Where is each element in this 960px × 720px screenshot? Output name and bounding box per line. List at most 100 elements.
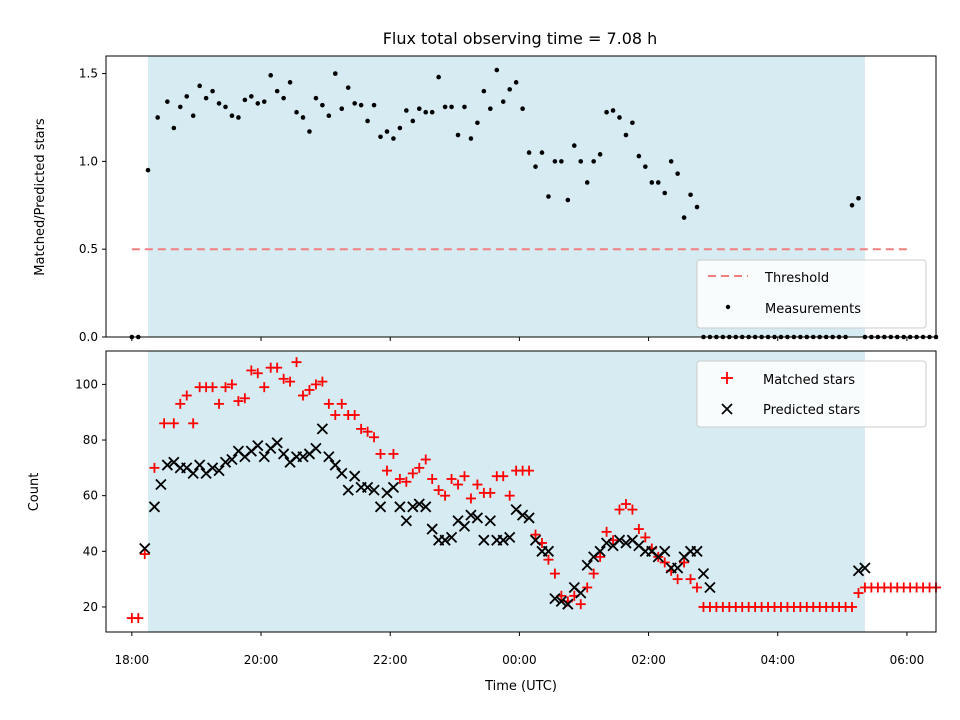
predicted-star-point-b (258, 451, 270, 463)
measurement-point (513, 80, 519, 85)
predicted-star-point (139, 542, 151, 555)
predicted-star-point-b (252, 439, 264, 452)
predicted-star-point-b (568, 581, 580, 594)
predicted-star-point-b (155, 478, 167, 491)
matched-star-point (375, 448, 386, 459)
predicted-star-point-b (232, 445, 245, 457)
predicted-star-point-b (226, 453, 238, 466)
ratio-y-axis-label: Matched/Predicted stars (33, 118, 48, 276)
measurement-point (365, 118, 370, 124)
measurement-point (559, 159, 564, 164)
predicted-star-point-b (529, 534, 542, 546)
predicted-star-point-b (600, 537, 613, 549)
matched-star-point (614, 504, 625, 515)
legend-threshold-label: Threshold (764, 271, 829, 286)
measurement-point (287, 80, 293, 85)
measurement-point (649, 180, 655, 185)
x-tick-label: 04:00 (760, 653, 795, 667)
matched-star-points (126, 357, 941, 624)
measurement-point (339, 106, 345, 111)
matched-star-point (588, 568, 599, 579)
predicted-star-point (549, 592, 561, 605)
measurement-point (184, 94, 190, 99)
predicted-star-point (226, 453, 238, 466)
matched-star-point (233, 396, 244, 407)
measurement-point (591, 159, 596, 164)
predicted-star-point-b (168, 456, 180, 468)
measurement-point (242, 97, 248, 103)
measurement-point (145, 167, 151, 173)
matched-star-point (298, 390, 309, 401)
matched-star-point (175, 398, 186, 409)
predicted-star-point (349, 470, 361, 482)
ratio-panel-frame (105, 55, 937, 338)
predicted-star-point (400, 515, 412, 527)
ratio-legend: Threshold Measurements (696, 259, 927, 329)
predicted-star-point (458, 520, 471, 532)
x-tick-label: 02:00 (631, 653, 666, 667)
matched-star-point (440, 490, 451, 501)
measurement-point (475, 120, 480, 126)
y-tick-label: 20 (83, 600, 98, 614)
measurement-point (533, 164, 538, 169)
predicted-star-point-b (187, 467, 199, 480)
matched-star-point (272, 362, 283, 373)
predicted-star-point-b (852, 565, 865, 577)
matched-star-point (349, 409, 360, 420)
matched-star-point (317, 376, 328, 387)
predicted-star-point-b (659, 545, 671, 557)
measurement-point (274, 88, 280, 94)
matched-star-point (401, 476, 412, 487)
matched-star-point (524, 465, 535, 476)
y-tick-label: 60 (83, 489, 98, 503)
matched-star-point (330, 409, 341, 420)
matched-star-point (433, 485, 444, 496)
predicted-star-point (516, 509, 529, 521)
x-tick-label: 00:00 (502, 653, 537, 667)
measurement-point (655, 180, 661, 185)
predicted-star-point (504, 531, 516, 544)
measurement-point (326, 113, 332, 119)
measurement-point (507, 87, 512, 92)
measurement-point (268, 73, 274, 78)
matched-star-point (420, 454, 431, 465)
predicted-star-point (387, 481, 400, 493)
ratio-legend-box (696, 259, 927, 329)
matched-star-point (181, 390, 192, 401)
matched-star-point (575, 599, 586, 610)
count-panel-frame (105, 350, 937, 633)
measurement-point (500, 99, 506, 104)
matched-star-point (472, 479, 483, 490)
matched-star-point (549, 568, 560, 579)
legend-matched-label: Matched stars (763, 373, 855, 388)
measurement-point (216, 101, 222, 106)
measurement-point (565, 197, 571, 203)
x-tick-label: 22:00 (373, 653, 408, 667)
predicted-star-point-b (316, 423, 329, 435)
matched-star-point (640, 532, 651, 543)
matched-star-point (427, 473, 438, 484)
measurement-point (197, 83, 202, 89)
matched-star-point (620, 499, 631, 510)
matched-star-point (369, 432, 380, 443)
matched-star-point (498, 471, 509, 482)
measurement-point (294, 109, 299, 115)
predicted-star-point (671, 562, 684, 574)
predicted-star-point-b (139, 542, 151, 555)
y-tick-label: 40 (83, 544, 98, 558)
predicted-star-point (368, 484, 380, 496)
measurement-point (410, 118, 416, 124)
matched-star-point (530, 529, 541, 540)
measurement-point (236, 115, 241, 120)
measurement-point (416, 106, 422, 111)
y-tick-label: 0.5 (79, 242, 98, 256)
measurement-point (171, 125, 177, 131)
predicted-star-point (542, 545, 555, 557)
predicted-star-point (161, 459, 173, 471)
predicted-star-point-b (671, 562, 684, 574)
legend-predicted-label: Predicted stars (763, 403, 860, 418)
measurement-point (261, 99, 267, 104)
predicted-star-point-b (420, 501, 432, 513)
predicted-star-point (316, 423, 329, 435)
predicted-star-point-b (271, 437, 283, 449)
